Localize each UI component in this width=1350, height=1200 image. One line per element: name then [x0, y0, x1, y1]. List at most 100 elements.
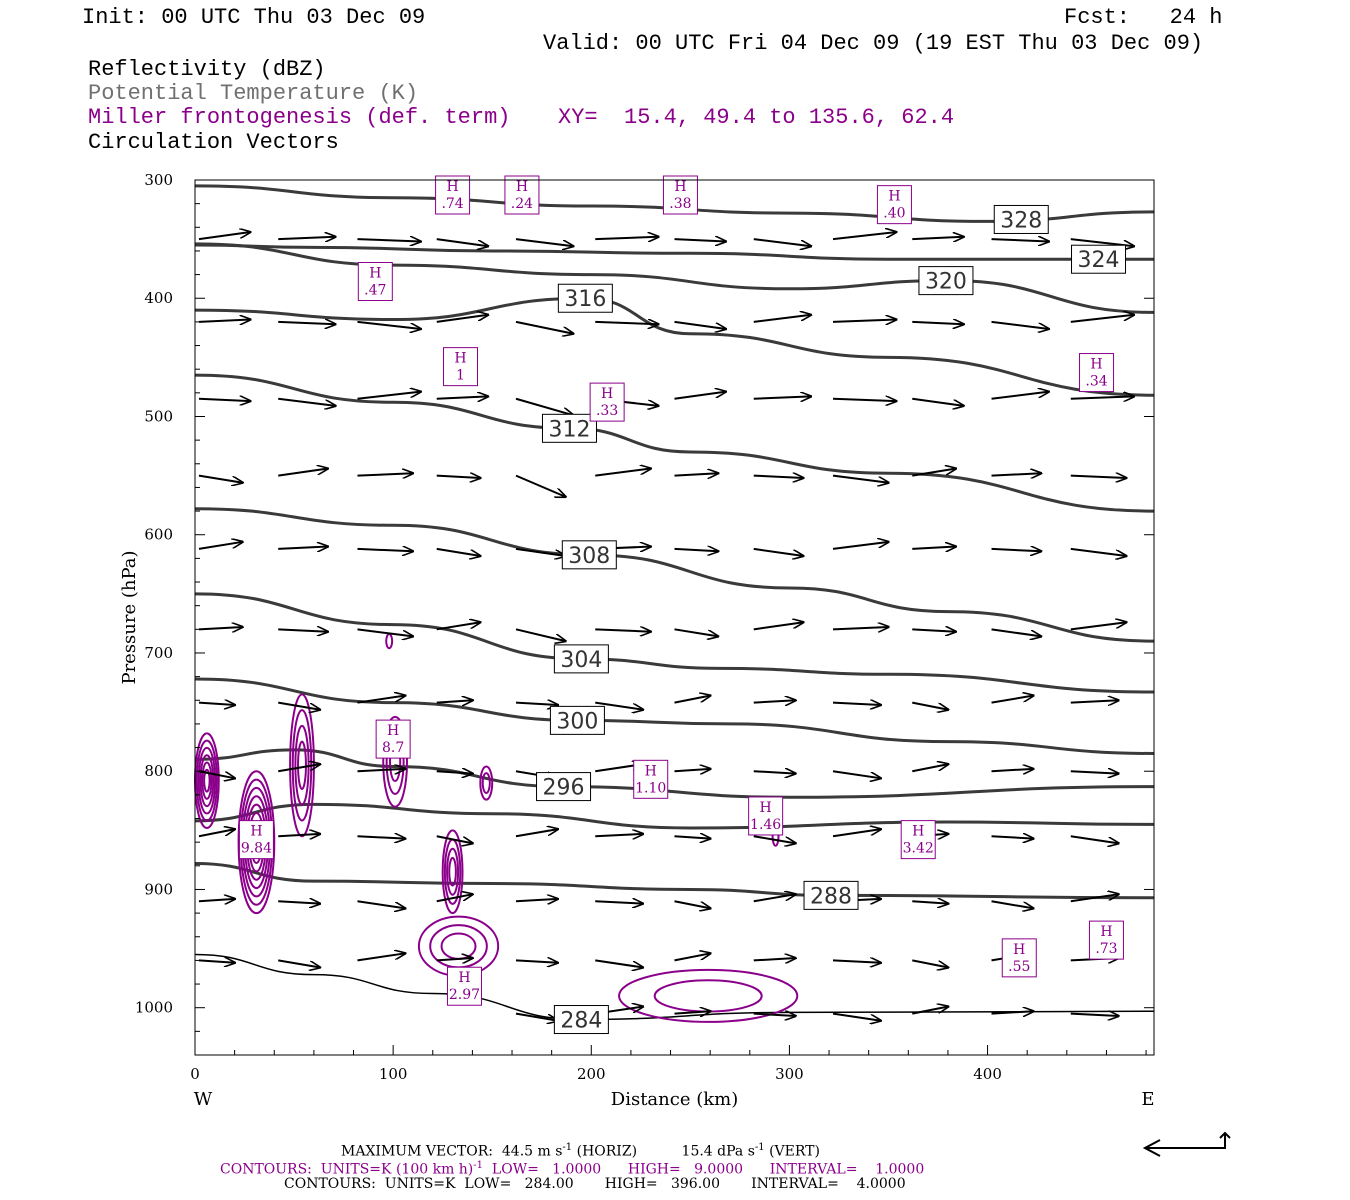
frontogenesis-contour: [203, 768, 211, 793]
max-label-value: .34: [1085, 374, 1107, 390]
circulation-vector: [753, 547, 804, 556]
circulation-vector: [832, 232, 896, 241]
frontogenesis-max-label: H.33: [589, 382, 625, 422]
circulation-vector: [278, 834, 320, 836]
y-tick-label: 700: [144, 644, 173, 662]
circulation-vector: [436, 894, 473, 903]
circulation-vector: [832, 829, 881, 838]
frontogenesis-contour: [440, 932, 477, 960]
circulation-vector: [674, 900, 711, 908]
circulation-vector: [357, 900, 405, 908]
x-tick-label: 400: [973, 1065, 1002, 1083]
circulation-vector: [357, 696, 405, 704]
frontogenesis-max-label: H.40: [876, 185, 912, 225]
theta-isentrope-296: [194, 748, 1155, 799]
max-label-value: .73: [1095, 941, 1117, 957]
circulation-vector: [912, 629, 956, 631]
circulation-vector: [674, 628, 719, 636]
circulation-vector: [753, 700, 796, 702]
theta-isentrope-316: [194, 296, 1155, 397]
circulation-vector: [912, 701, 948, 710]
theta-label-288: 288: [803, 880, 859, 910]
cross-section-xy: XY= 15.4, 49.4 to 135.6, 62.4: [558, 105, 955, 130]
circulation-vector: [515, 1012, 558, 1021]
circulation-vector: [991, 836, 1034, 838]
frontogenesis-contour: [446, 847, 460, 896]
circulation-vector: [991, 239, 1049, 241]
circulation-vector: [515, 703, 558, 705]
circulation-vector: [436, 396, 489, 398]
circulation-vector: [832, 399, 896, 401]
circulation-vector: [912, 322, 964, 324]
circulation-vector: [278, 701, 320, 710]
circulation-vectors: [198, 232, 1134, 1021]
frontogenesis-max-label: H.34: [1079, 353, 1115, 393]
y-tick-label: 600: [144, 526, 173, 544]
theta-label-text: 300: [556, 709, 598, 734]
circulation-vector: [991, 900, 1034, 908]
valid-time: Valid: 00 UTC Fri 04 Dec 09 (19 EST Thu …: [543, 31, 1204, 56]
theta-isentrope-292: [194, 802, 1155, 830]
theta-label-text: 308: [568, 544, 610, 569]
circulation-vector: [198, 627, 243, 629]
circulation-vector: [278, 322, 335, 324]
frontogenesis-contour-note: CONTOURS: UNITS=K (100 km h)-1 LOW= 1.00…: [220, 1160, 925, 1178]
circulation-vector: [515, 899, 558, 901]
circulation-vector: [278, 959, 320, 967]
frontogenesis-max-label: H1.46: [748, 796, 784, 836]
circulation-vector: [357, 239, 420, 241]
theta-label-text: 312: [548, 417, 590, 442]
circulation-vector: [515, 547, 566, 556]
max-label-h: H: [760, 800, 772, 816]
max-label-value: .47: [364, 283, 386, 299]
legend-vectors: Circulation Vectors: [88, 130, 339, 155]
theta-label-308: 308: [561, 540, 617, 570]
circulation-vector: [595, 469, 651, 477]
max-label-h: H: [250, 824, 262, 840]
max-label-value: 1.46: [750, 817, 781, 833]
max-vector-note: MAXIMUM VECTOR: 44.5 m s-1 (HORIZ) 15.4 …: [341, 1142, 820, 1160]
theta-label-296: 296: [536, 772, 592, 802]
frontogenesis-contour: [618, 968, 799, 1023]
circulation-vector: [912, 397, 964, 406]
circulation-vector: [278, 469, 328, 477]
max-label-value: 1: [456, 368, 465, 384]
circulation-vector: [595, 901, 643, 903]
circulation-vector: [198, 542, 243, 550]
circulation-vector: [991, 769, 1034, 771]
circulation-vector: [1070, 700, 1119, 702]
frontogenesis-max-label: H.55: [1001, 938, 1037, 978]
circulation-vector: [1070, 771, 1119, 773]
circulation-vector: [515, 628, 566, 641]
frontogenesis-contour: [479, 765, 494, 801]
y-tick-label: 900: [144, 880, 173, 898]
circulation-vector: [991, 392, 1049, 400]
circulation-vector: [753, 894, 796, 903]
circulation-vector: [436, 958, 473, 960]
max-label-h: H: [458, 970, 470, 986]
circulation-vector: [515, 960, 558, 962]
y-tick-label: 800: [144, 762, 173, 780]
circulation-vector: [515, 829, 558, 838]
y-tick-label: 1000: [135, 999, 173, 1017]
circulation-vector: [674, 239, 727, 241]
theta-label-312: 312: [541, 413, 597, 443]
max-label-value: 8.7: [382, 740, 404, 756]
circulation-vector: [436, 315, 489, 323]
theta-isentrope-288: [194, 861, 1155, 900]
circulation-vector: [278, 629, 328, 631]
frontogenesis-contour: [237, 770, 276, 915]
theta-label-text: 328: [1000, 208, 1042, 233]
max-label-value: .24: [511, 196, 533, 212]
circulation-vector: [515, 238, 573, 246]
circulation-vector: [436, 547, 481, 556]
circulation-vector: [595, 629, 651, 631]
circulation-vector: [832, 542, 889, 550]
frontogenesis-max-label: H8.7: [375, 719, 411, 759]
frontogenesis-contour: [385, 633, 394, 650]
circulation-vector: [991, 549, 1042, 551]
circulation-vector: [832, 1012, 881, 1021]
theta-label-328: 328: [993, 204, 1049, 234]
theta-label-text: 296: [543, 776, 585, 801]
forecast-hour: Fcst: 24 h: [1064, 5, 1223, 30]
